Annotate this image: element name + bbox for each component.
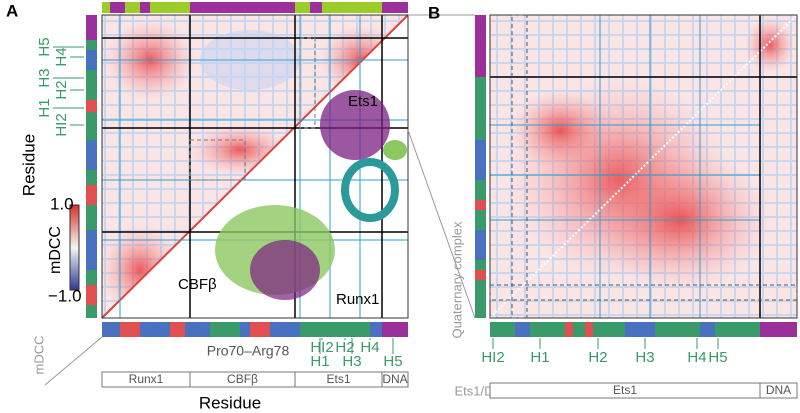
helix-label: H3 <box>36 68 53 87</box>
helix-label: HI2 <box>53 113 70 136</box>
structure-cartoon <box>215 90 407 300</box>
colorbar-max: 1.0 <box>50 194 74 213</box>
domain-label: Ets1 <box>613 383 637 397</box>
structure-label: Ets1 <box>348 93 378 110</box>
helix-label: H2 <box>588 349 607 366</box>
residue-range-label: Pro70–Arg78 <box>207 343 290 359</box>
colorbar-min: −1.0 <box>48 286 82 305</box>
helix-label: H3 <box>635 349 654 366</box>
side-label: Quaternary complex <box>449 221 464 339</box>
helix-label: H1 <box>530 349 549 366</box>
connector <box>44 336 103 386</box>
helix-label: HI2 <box>310 339 333 356</box>
helix-label: H4 <box>360 339 379 356</box>
helix-label: H2 <box>53 80 70 99</box>
structure-label: CBFβ <box>178 276 217 293</box>
domain-label: DNA <box>766 383 791 397</box>
domain-label: Runx1 <box>129 372 164 386</box>
helix-label: H2 <box>335 339 354 356</box>
y-axis-title: Residue <box>19 134 38 196</box>
colorbar <box>69 204 80 291</box>
helix-label: HI2 <box>481 349 504 366</box>
bar-label: mDCC <box>31 336 46 375</box>
domain-label: DNA <box>382 372 407 386</box>
helix-label: H4 <box>53 47 70 66</box>
helix-label: H5 <box>36 37 53 56</box>
panel-label: B <box>428 3 440 22</box>
helix-label: H4 <box>687 349 706 366</box>
helix-label: H1 <box>36 98 53 117</box>
domain-box <box>381 371 409 388</box>
panel-b-heatmap <box>489 14 798 319</box>
panel-label: A <box>6 1 18 20</box>
helix-label: H3 <box>342 353 361 370</box>
x-axis-title: Residue <box>199 393 261 412</box>
domain-label: Ets1 <box>326 372 350 386</box>
helix-label: H5 <box>708 349 727 366</box>
connector <box>407 129 476 319</box>
structure-label: Runx1 <box>336 291 379 308</box>
colorbar-title: mDCC <box>47 226 64 274</box>
helix-label: H5 <box>383 353 402 370</box>
helix-label: H1 <box>310 353 329 370</box>
domain-label: CBFβ <box>227 372 258 386</box>
domain-box <box>759 382 798 399</box>
